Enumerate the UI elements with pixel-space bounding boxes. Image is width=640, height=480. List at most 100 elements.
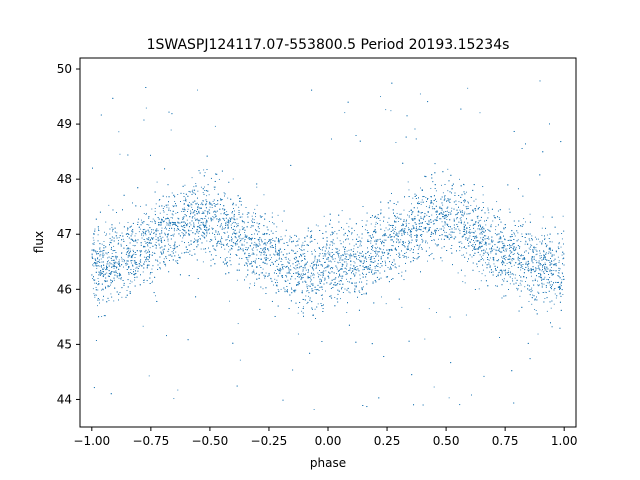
data-point	[482, 254, 484, 256]
data-point	[332, 255, 333, 257]
data-point	[92, 249, 94, 251]
data-point	[479, 246, 480, 248]
data-point	[430, 196, 432, 198]
data-point	[547, 270, 548, 272]
data-point	[534, 236, 536, 238]
data-point	[481, 210, 482, 212]
data-point	[119, 222, 121, 224]
data-point	[519, 263, 521, 265]
data-point	[130, 226, 132, 228]
data-point	[410, 235, 412, 237]
data-point	[401, 271, 403, 273]
data-point	[332, 232, 334, 234]
data-point	[476, 236, 478, 238]
data-point	[350, 264, 352, 266]
data-point	[385, 227, 387, 229]
data-point	[339, 273, 341, 275]
data-point	[426, 231, 428, 233]
data-point	[243, 240, 245, 242]
data-point	[447, 168, 449, 170]
data-point	[430, 187, 432, 189]
data-point	[188, 233, 189, 235]
data-point	[286, 265, 288, 267]
data-point	[280, 258, 282, 259]
data-point	[436, 214, 437, 216]
data-point	[493, 248, 495, 250]
data-point	[116, 232, 118, 234]
data-point	[486, 248, 487, 250]
data-point	[421, 241, 423, 243]
data-point	[380, 241, 382, 242]
data-point	[97, 289, 99, 291]
data-point	[305, 295, 307, 297]
data-point	[465, 314, 467, 316]
data-point	[192, 189, 194, 191]
data-point	[336, 273, 338, 274]
data-point	[95, 294, 97, 296]
data-point	[275, 259, 277, 261]
data-point	[380, 96, 382, 98]
data-point	[113, 245, 115, 247]
data-point	[459, 232, 461, 234]
data-point	[173, 249, 174, 251]
data-point	[307, 275, 309, 277]
data-point	[336, 248, 338, 250]
data-point	[443, 227, 445, 229]
data-point	[444, 214, 446, 216]
data-point	[253, 247, 254, 249]
data-point	[172, 222, 174, 224]
data-point	[354, 269, 356, 271]
data-point	[405, 222, 407, 224]
data-point	[199, 238, 201, 240]
data-point	[441, 260, 443, 262]
data-point	[376, 251, 378, 253]
data-point	[410, 242, 412, 244]
data-point	[252, 250, 254, 251]
data-point	[101, 243, 103, 245]
data-point	[539, 241, 541, 243]
data-point	[410, 236, 412, 238]
data-point	[269, 243, 271, 245]
data-point	[143, 213, 145, 214]
data-point	[182, 226, 183, 228]
data-point	[412, 197, 414, 199]
data-point	[467, 205, 469, 207]
data-point	[535, 259, 537, 261]
data-point	[530, 244, 532, 246]
data-point	[490, 225, 492, 227]
data-point	[95, 294, 97, 296]
data-point	[405, 257, 407, 259]
data-point	[97, 257, 99, 259]
data-point	[510, 252, 512, 254]
data-point	[482, 249, 484, 251]
data-point	[259, 265, 261, 267]
data-point	[441, 238, 442, 240]
data-point	[317, 225, 319, 227]
data-point	[164, 232, 166, 234]
data-point	[553, 260, 555, 262]
data-point	[314, 258, 316, 260]
data-point	[113, 256, 115, 258]
data-point	[506, 248, 508, 250]
data-point	[493, 263, 495, 265]
data-point	[465, 191, 467, 193]
data-point	[224, 209, 226, 210]
data-point	[448, 212, 450, 213]
data-point	[114, 261, 116, 263]
data-point	[415, 230, 417, 232]
data-point	[256, 244, 258, 246]
data-point	[96, 261, 98, 263]
data-point	[271, 257, 272, 259]
data-point	[110, 239, 112, 241]
data-point	[401, 306, 403, 308]
data-point	[285, 280, 287, 282]
data-point	[356, 269, 358, 271]
data-point	[268, 234, 270, 236]
data-point	[325, 246, 327, 248]
data-point	[145, 252, 147, 254]
data-point	[307, 250, 309, 252]
data-point	[323, 267, 325, 269]
data-point	[489, 248, 491, 250]
data-point	[469, 235, 471, 237]
data-point	[520, 284, 522, 286]
